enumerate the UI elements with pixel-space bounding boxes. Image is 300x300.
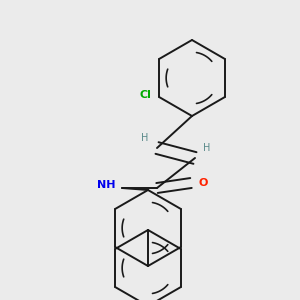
Text: NH: NH bbox=[97, 180, 115, 190]
Text: H: H bbox=[141, 133, 149, 143]
Text: O: O bbox=[198, 178, 208, 188]
Text: H: H bbox=[203, 143, 211, 153]
Text: Cl: Cl bbox=[139, 90, 151, 100]
